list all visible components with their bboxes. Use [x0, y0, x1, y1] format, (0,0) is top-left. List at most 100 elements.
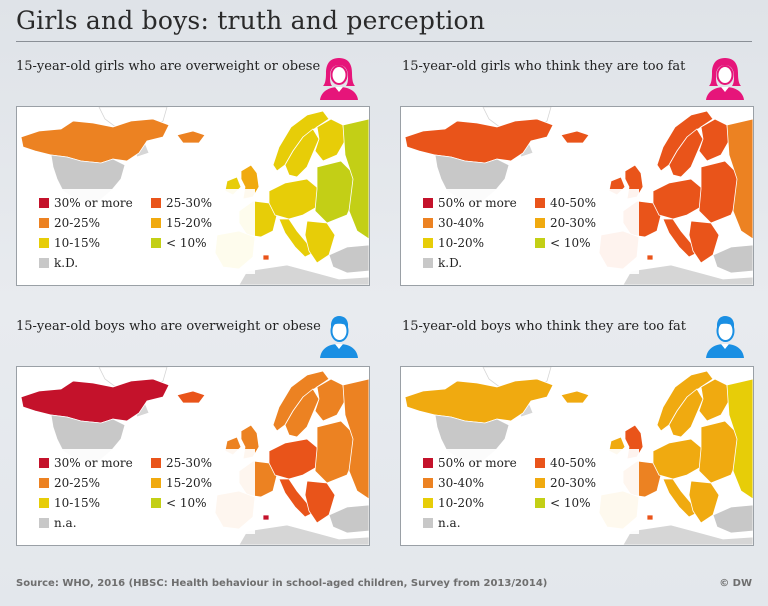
legend-label: 10-20% — [438, 496, 484, 510]
region-iceland — [176, 130, 206, 144]
region-east — [314, 160, 356, 224]
region-east — [698, 420, 740, 484]
legend-label: 30% or more — [54, 196, 133, 210]
region-canada — [404, 118, 554, 164]
legend-label: 40-50% — [550, 196, 596, 210]
region-russia — [342, 378, 369, 500]
panel-title-girls-overweight: 15-year-old girls who are overweight or … — [16, 59, 321, 74]
legend-item: 10-20% — [423, 496, 535, 510]
legend-label: < 10% — [166, 496, 207, 510]
legend-item: k.D. — [423, 256, 535, 270]
legend-swatch — [423, 478, 433, 488]
legend-swatch — [39, 518, 49, 528]
legend-item: 10-20% — [423, 236, 535, 250]
legend-item: 20-25% — [39, 216, 151, 230]
legend-swatch — [151, 238, 161, 248]
map-boys-perception: 50% or more 40-50% 30-40% 20-30% 10-20% < 10%… — [400, 366, 754, 546]
legend-swatch — [535, 238, 545, 248]
legend-swatch — [39, 218, 49, 228]
region-malta — [646, 514, 654, 521]
panel-title-boys-overweight: 15-year-old boys who are overweight or o… — [16, 319, 321, 334]
legend-item: < 10% — [535, 236, 631, 250]
region-sweden — [284, 128, 320, 178]
region-norway — [656, 370, 714, 432]
source-note: Source: WHO, 2016 (HBSC: Health behaviou… — [16, 578, 548, 589]
legend-swatch — [423, 258, 433, 268]
male-person-icon-graphic — [706, 316, 744, 358]
legend-label: 10-15% — [54, 236, 100, 250]
region-central — [652, 178, 704, 220]
legend-swatch — [39, 498, 49, 508]
legend-swatch — [423, 238, 433, 248]
legend-label: 50% or more — [438, 456, 517, 470]
legend-item: 40-50% — [535, 196, 631, 210]
map-girls-perception: 50% or more 40-50% 30-40% 20-30% 10-20% < 10%… — [400, 106, 754, 286]
legend-label: 10-20% — [438, 236, 484, 250]
page-title: Girls and boys: truth and perception — [16, 6, 486, 35]
map-legend: 50% or more 40-50% 30-40% 20-30% 10-20% < 10%… — [415, 189, 639, 274]
legend-swatch — [535, 498, 545, 508]
region-malta — [646, 254, 654, 261]
legend-label: < 10% — [166, 236, 207, 250]
region-no-data — [238, 524, 369, 545]
region-finland — [314, 118, 346, 162]
legend-label: n.a. — [438, 516, 461, 530]
region-central — [268, 438, 320, 480]
female-person-icon-graphic — [706, 58, 744, 100]
region-no-data — [622, 524, 753, 545]
map-girls-overweight: 30% or more 25-30% 20-25% 15-20% 10-15% < 10%… — [16, 106, 370, 286]
legend-item: 20-30% — [535, 476, 631, 490]
legend-label: 15-20% — [166, 216, 212, 230]
region-iceland — [560, 130, 590, 144]
male-person-icon — [318, 314, 360, 362]
legend-swatch — [151, 218, 161, 228]
region-no-data — [622, 264, 753, 285]
male-person-icon — [704, 314, 746, 362]
legend-swatch — [39, 258, 49, 268]
region-finland — [698, 118, 730, 162]
region-balkans — [688, 220, 720, 264]
region-finland — [314, 378, 346, 422]
legend-swatch — [151, 458, 161, 468]
region-russia — [726, 118, 753, 240]
region-norway — [272, 110, 330, 172]
map-boys-overweight: 30% or more 25-30% 20-25% 15-20% 10-15% < 10%… — [16, 366, 370, 546]
region-canada — [20, 378, 170, 424]
legend-item: k.D. — [39, 256, 151, 270]
legend-label: 20-30% — [550, 216, 596, 230]
region-iceland — [560, 390, 590, 404]
legend-item: 20-30% — [535, 216, 631, 230]
region-turkey — [328, 244, 369, 274]
credit-label: © DW — [719, 578, 752, 589]
legend-swatch — [39, 478, 49, 488]
legend-item: < 10% — [535, 496, 631, 510]
legend-label: n.a. — [54, 516, 77, 530]
legend-swatch — [423, 498, 433, 508]
legend-label: 25-30% — [166, 196, 212, 210]
region-sweden — [668, 388, 704, 438]
title-divider — [16, 41, 752, 42]
region-russia — [726, 378, 753, 500]
legend-label: < 10% — [550, 236, 591, 250]
legend-item: 30% or more — [39, 196, 151, 210]
region-canada — [404, 378, 554, 424]
region-east — [314, 420, 356, 484]
region-norway — [656, 110, 714, 172]
map-legend: 50% or more 40-50% 30-40% 20-30% 10-20% < 10%… — [415, 449, 639, 534]
region-malta — [262, 254, 270, 261]
region-balkans — [304, 220, 336, 264]
region-sweden — [284, 388, 320, 438]
legend-item: 10-15% — [39, 496, 151, 510]
panel-title-boys-perception: 15-year-old boys who think they are too … — [402, 319, 687, 334]
legend-label: 30-40% — [438, 216, 484, 230]
region-canada — [20, 118, 170, 164]
legend-item: < 10% — [151, 496, 247, 510]
legend-item: 50% or more — [423, 196, 535, 210]
legend-item: < 10% — [151, 236, 247, 250]
region-turkey — [712, 244, 753, 274]
region-malta — [262, 514, 270, 521]
legend-item: 25-30% — [151, 456, 247, 470]
male-person-icon-graphic — [320, 316, 358, 358]
legend-item: 30-40% — [423, 216, 535, 230]
legend-label: 50% or more — [438, 196, 517, 210]
